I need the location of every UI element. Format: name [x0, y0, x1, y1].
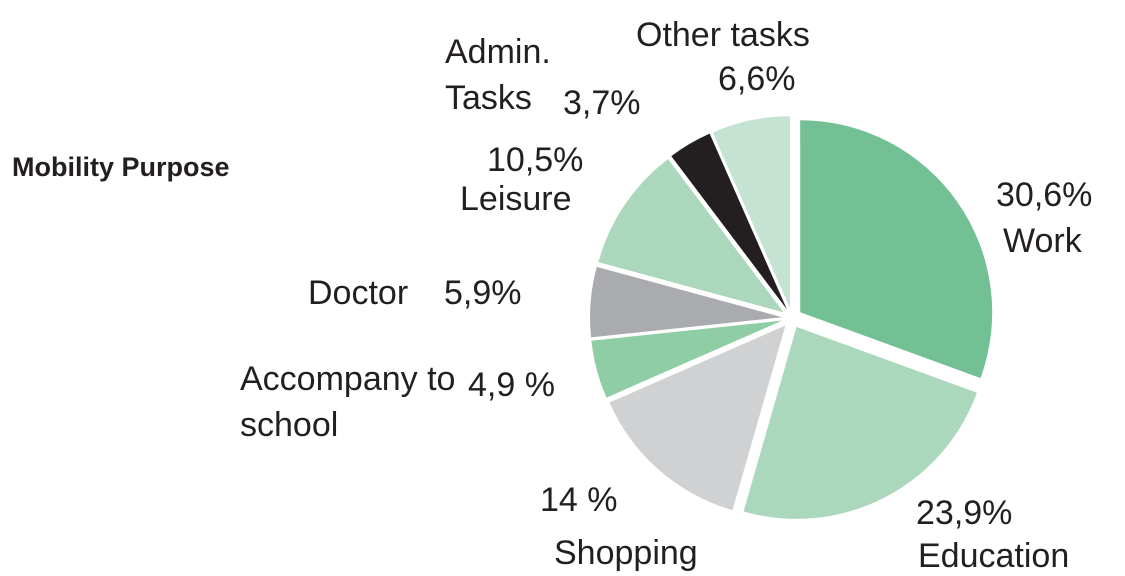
pie-slice — [712, 116, 790, 309]
slice-label: Shopping — [554, 534, 698, 572]
pie-slice — [743, 326, 977, 519]
value-label: 14 % — [540, 481, 618, 519]
slice-label: Admin. Tasks — [445, 33, 551, 117]
value-label: 4,9 % — [468, 366, 555, 404]
value-label: 5,9% — [444, 274, 522, 312]
pie-slice — [598, 159, 784, 313]
slice-label: Work — [1003, 222, 1082, 260]
value-label: 23,9% — [916, 494, 1013, 532]
pie-slice — [590, 266, 783, 338]
pie-slice — [800, 120, 993, 379]
value-label: 6,6% — [718, 60, 796, 98]
slice-label: Education — [918, 537, 1070, 575]
pie-slice — [609, 325, 786, 511]
chart-title: Mobility Purpose — [12, 152, 230, 182]
slice-label: Accompany to school — [240, 360, 456, 444]
slice-label: Other tasks — [636, 16, 810, 54]
value-label: 30,6% — [996, 176, 1093, 214]
pie-slice — [591, 320, 783, 398]
slice-label: Doctor — [308, 274, 409, 312]
value-label: 10,5% — [487, 141, 584, 179]
pie-slice — [671, 133, 787, 310]
slice-label: Leisure — [460, 180, 572, 218]
value-label: 3,7% — [563, 84, 641, 122]
